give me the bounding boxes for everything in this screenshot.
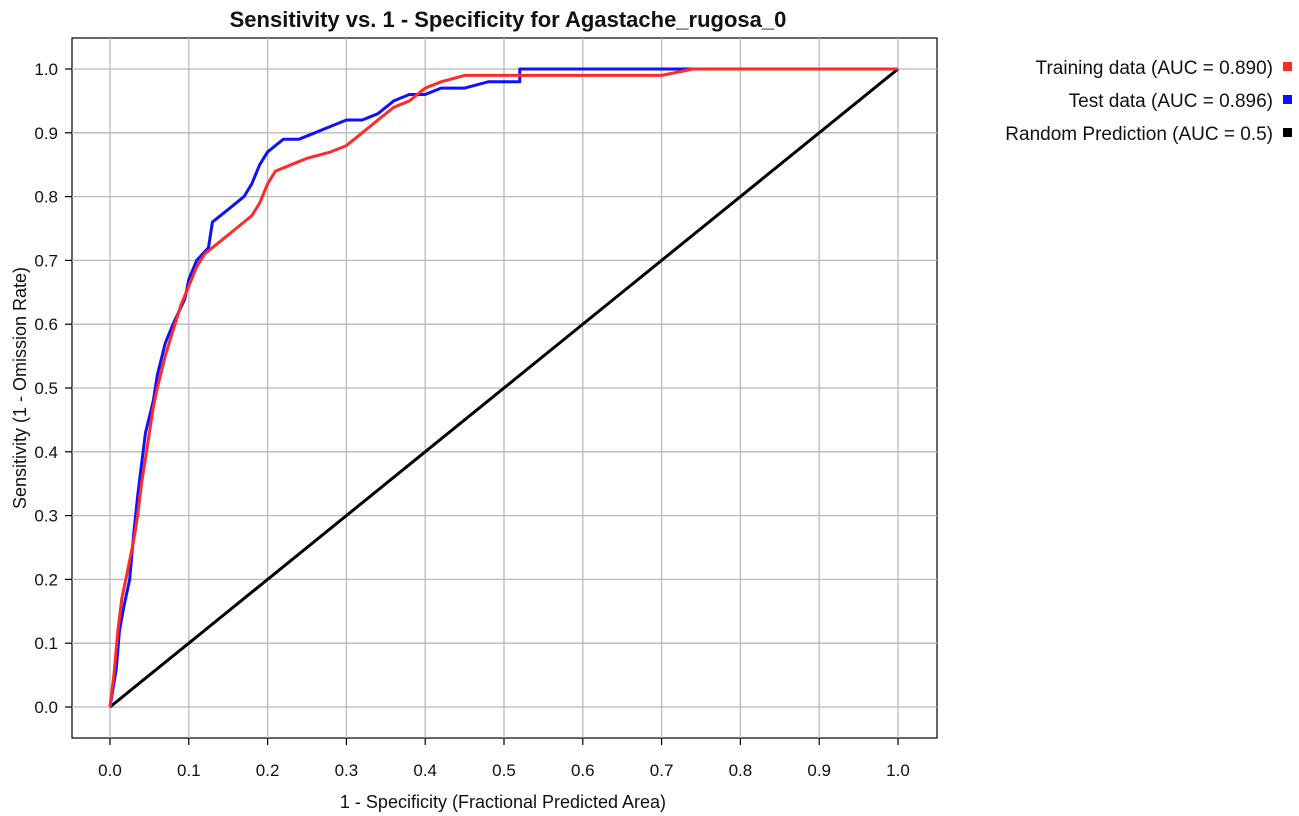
x-axis-label: 1 - Specificity (Fractional Predicted Ar… xyxy=(340,792,666,812)
x-tick-label: 0.7 xyxy=(650,761,674,780)
y-tick-label: 0.4 xyxy=(34,443,58,462)
x-axis-ticks: 0.0 0.1 0.2 0.3 0.4 0.5 0.6 0.7 0.8 0.9 1.0 xyxy=(98,738,910,780)
legend: Training data (AUC = 0.890) Test data (AU… xyxy=(1005,58,1292,145)
y-tick-label: 0.5 xyxy=(34,379,58,398)
y-tick-label: 0.6 xyxy=(34,315,58,334)
y-tick-label: 0.3 xyxy=(34,507,58,526)
legend-swatch xyxy=(1283,62,1292,71)
legend-item-training: Training data (AUC = 0.890) xyxy=(1036,58,1273,79)
x-tick-label: 0.5 xyxy=(492,761,516,780)
x-tick-label: 0.6 xyxy=(571,761,595,780)
y-axis-label: Sensitivity (1 - Omission Rate) xyxy=(10,267,30,509)
legend-item-test: Test data (AUC = 0.896) xyxy=(1069,91,1273,112)
x-tick-label: 0.9 xyxy=(807,761,831,780)
random-prediction-line xyxy=(109,67,899,709)
series-lines xyxy=(108,67,899,709)
x-tick-label: 0.4 xyxy=(413,761,437,780)
y-tick-label: 1.0 xyxy=(34,60,58,79)
y-tick-label: 0.1 xyxy=(34,634,58,653)
chart-title: Sensitivity vs. 1 - Specificity for Agas… xyxy=(230,7,787,32)
y-tick-label: 0.9 xyxy=(34,124,58,143)
legend-swatch xyxy=(1283,95,1292,104)
x-tick-label: 0.1 xyxy=(177,761,201,780)
y-tick-label: 0.7 xyxy=(34,251,58,270)
training-curve xyxy=(108,67,898,708)
y-tick-label: 0.0 xyxy=(34,698,58,717)
grid-lines xyxy=(72,38,937,738)
test-curve xyxy=(108,67,898,708)
x-tick-label: 0.0 xyxy=(98,761,122,780)
x-tick-label: 0.8 xyxy=(729,761,753,780)
y-tick-label: 0.2 xyxy=(34,570,58,589)
legend-swatch xyxy=(1283,128,1292,137)
y-axis-ticks: 0.0 0.1 0.2 0.3 0.4 0.5 0.6 0.7 0.8 0.9 1.0 xyxy=(34,60,72,717)
legend-item-random: Random Prediction (AUC = 0.5) xyxy=(1005,124,1273,145)
x-tick-label: 0.2 xyxy=(256,761,280,780)
y-tick-label: 0.8 xyxy=(34,188,58,207)
x-tick-label: 0.3 xyxy=(335,761,359,780)
x-tick-label: 1.0 xyxy=(886,761,910,780)
